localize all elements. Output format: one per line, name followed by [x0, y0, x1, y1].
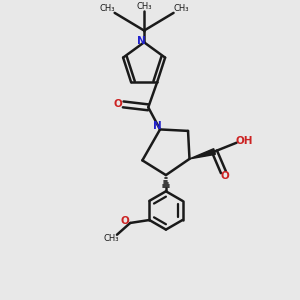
Text: O: O: [121, 217, 129, 226]
Text: N: N: [153, 122, 161, 131]
Text: O: O: [220, 171, 229, 181]
Text: CH₃: CH₃: [173, 4, 189, 13]
Text: N: N: [137, 36, 146, 46]
Text: CH₃: CH₃: [100, 4, 115, 13]
Text: O: O: [113, 99, 122, 110]
Text: CH₃: CH₃: [103, 234, 119, 243]
Polygon shape: [190, 149, 215, 159]
Text: CH₃: CH₃: [136, 2, 152, 11]
Text: OH: OH: [235, 136, 253, 146]
